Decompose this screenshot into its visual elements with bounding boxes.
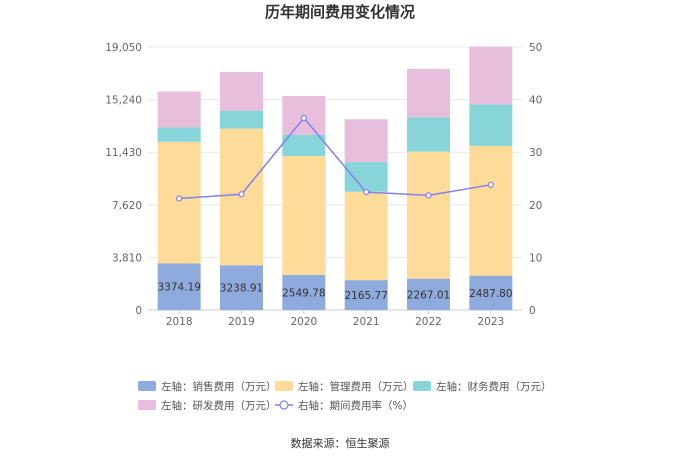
bar-segment [344, 162, 388, 192]
bar-segment [407, 68, 450, 118]
left-tick-label: 15,240 [105, 95, 142, 107]
bar-segment [344, 280, 388, 310]
bar-segment [407, 278, 450, 310]
source-note: 数据来源：恒生聚源 [291, 436, 390, 450]
right-tick-label: 50 [529, 42, 542, 54]
right-tick-label: 20 [529, 200, 542, 212]
bar-value-label: 2549.78 [282, 287, 325, 299]
legend-label: 左轴：财务费用（万元） [436, 380, 552, 393]
rate-point [363, 189, 370, 196]
legend-label: 右轴：期间费用率（%） [298, 399, 413, 412]
legend-swatch [413, 381, 431, 391]
rate-point [425, 192, 432, 199]
x-tick-label: 2022 [415, 316, 442, 328]
bar-value-label: 2165.77 [344, 290, 387, 302]
bars [157, 46, 513, 310]
bar-segment [157, 141, 201, 264]
legend-item[interactable]: 左轴：管理费用（万元） [275, 380, 414, 393]
bar-segment [407, 117, 450, 152]
legend-item[interactable]: 左轴：研发费用（万元） [138, 399, 277, 412]
legend-label: 左轴：研发费用（万元） [161, 399, 277, 412]
legend-swatch [138, 381, 156, 391]
bar-value-label: 2267.01 [407, 289, 450, 301]
x-tick-label: 2020 [290, 316, 317, 328]
bar-segment [407, 151, 450, 279]
bar-segment [157, 263, 201, 310]
rate-point [300, 114, 307, 122]
x-tick-label: 2019 [228, 316, 255, 328]
bar-value-label: 2487.80 [469, 288, 512, 300]
bar-segment [344, 119, 388, 163]
bar-value-label: 3238.91 [220, 283, 263, 295]
bar-segment [469, 104, 513, 146]
bar-segment [469, 46, 513, 105]
legend-label: 左轴：管理费用（万元） [298, 380, 414, 393]
legend-item[interactable]: 右轴：期间费用率（%） [275, 399, 413, 412]
legend-swatch [275, 381, 293, 391]
right-tick-label: 40 [529, 95, 542, 107]
grid [148, 46, 522, 311]
right-tick-label: 10 [529, 252, 542, 264]
x-tick-label: 2021 [353, 316, 380, 328]
bar-segment [469, 275, 513, 310]
bar-segment [282, 274, 326, 310]
chart-title: 历年期间费用变化情况 [265, 3, 415, 21]
rate-point [176, 195, 183, 202]
right-tick-label: 30 [529, 147, 542, 159]
bar-value-label: 3374.19 [157, 282, 200, 294]
rate-point [238, 191, 245, 198]
bar-segment [220, 110, 263, 129]
bar-segment [282, 134, 326, 157]
bar-segment [282, 156, 326, 275]
bar-segment [344, 191, 388, 281]
left-axis: 0 3,810 7,620 11,430 15,240 19,050 [105, 42, 142, 317]
x-tick-label: 2018 [166, 316, 193, 328]
bar-segment [220, 72, 263, 111]
left-tick-label: 7,620 [112, 200, 142, 212]
x-tick-label: 2023 [477, 316, 504, 328]
right-tick-label: 0 [529, 305, 536, 317]
legend-swatch [138, 400, 156, 410]
bar-segment [157, 127, 201, 142]
legend-item[interactable]: 左轴：销售费用（万元） [138, 380, 277, 393]
left-tick-label: 3,810 [112, 252, 142, 264]
left-tick-label: 11,430 [105, 147, 142, 159]
rate-line [176, 114, 494, 202]
right-axis: 0 10 20 30 40 50 [529, 42, 542, 317]
left-tick-label: 19,050 [105, 42, 142, 54]
left-tick-label: 0 [135, 305, 142, 317]
bar-labels: 3374.19 3238.91 2549.78 2165.77 2267.01 2487.… [157, 282, 512, 302]
bar-segment [469, 145, 513, 276]
bar-segment [220, 265, 263, 310]
legend-point-swatch [279, 400, 289, 410]
x-axis: 2018 2019 2020 2021 2022 2023 [166, 310, 504, 328]
bar-segment [157, 91, 201, 128]
rate-point [487, 181, 494, 188]
legend-item[interactable]: 左轴：财务费用（万元） [413, 380, 552, 393]
legend: 左轴：销售费用（万元） 左轴：管理费用（万元） 左轴：财务费用（万元） 左轴：研发费用… [138, 380, 552, 412]
rate-line-path [179, 116, 491, 200]
legend-label: 左轴：销售费用（万元） [161, 380, 277, 393]
